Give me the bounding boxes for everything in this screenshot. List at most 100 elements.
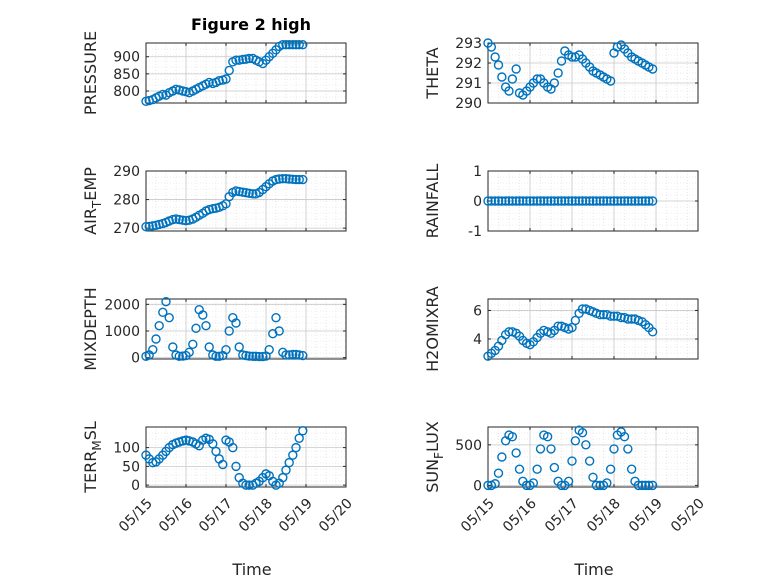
data-point xyxy=(623,314,633,324)
data-point xyxy=(264,344,274,355)
data-point xyxy=(188,339,198,350)
data-point xyxy=(497,196,507,206)
data-point xyxy=(644,196,654,206)
subplot-rainfall: -1 0 1 RAINFALL xyxy=(423,164,699,240)
figure-title: Figure 2 high xyxy=(191,15,311,34)
data-point xyxy=(248,351,258,362)
data-point xyxy=(528,196,539,206)
y-tick-label: 4 xyxy=(473,332,482,348)
x-tick-label: 05/18 xyxy=(236,496,276,536)
data-point xyxy=(284,40,294,50)
data-point xyxy=(570,196,581,206)
data-point xyxy=(591,480,602,491)
data-point xyxy=(532,196,542,206)
x-tick-label: 05/17 xyxy=(196,496,236,536)
data-point xyxy=(224,65,234,76)
data-point xyxy=(278,174,288,184)
x-axis-label-left: Time xyxy=(231,560,271,579)
subplot-sun: 0 500 SUNFLUX 05/15 05/16 05/17 05/18 05/19 05/2… xyxy=(423,421,708,535)
data-point xyxy=(588,196,598,206)
data-point xyxy=(647,327,658,337)
data-point xyxy=(244,188,254,198)
data-point xyxy=(228,442,238,453)
y-tick-label: 2000 xyxy=(104,297,140,313)
x-tick-label: 05/18 xyxy=(584,496,624,536)
data-point xyxy=(164,312,174,323)
data-point xyxy=(577,196,588,206)
data-point xyxy=(577,427,588,438)
data-point xyxy=(218,459,228,470)
data-point xyxy=(271,312,281,323)
data-point xyxy=(647,196,658,206)
data-point xyxy=(251,351,261,362)
data-point xyxy=(284,350,294,360)
y-axis-label: H2OMIXRA xyxy=(423,286,442,372)
data-point xyxy=(626,314,637,324)
y-axis-label: PRESSURE xyxy=(81,31,100,115)
data-point xyxy=(248,189,258,199)
y-axis-label: RAINFALL xyxy=(423,164,442,239)
y-axis-label-main: PRESSURE xyxy=(81,31,100,115)
y-tick-label: 100 xyxy=(113,441,140,457)
data-point xyxy=(151,334,161,344)
y-axis-label: AIRTEMP xyxy=(81,167,104,235)
data-point xyxy=(542,432,553,442)
data-point xyxy=(211,446,221,457)
data-point xyxy=(493,60,504,70)
data-point xyxy=(521,196,532,206)
data-point xyxy=(511,196,521,206)
data-point xyxy=(549,196,560,206)
data-point xyxy=(647,64,658,74)
data-point xyxy=(644,480,654,491)
data-point xyxy=(511,64,521,74)
data-point xyxy=(288,450,298,460)
y-axis-label-tail: LUX xyxy=(423,421,442,452)
y-axis-label: TERRMSL xyxy=(81,421,104,494)
data-point xyxy=(158,307,168,318)
data-point xyxy=(595,196,605,206)
data-point xyxy=(241,480,251,490)
data-point xyxy=(581,440,591,450)
y-tick-label: 50 xyxy=(122,459,140,475)
data-point xyxy=(570,315,581,326)
data-point xyxy=(214,76,224,86)
y-tick-label: 0 xyxy=(473,478,482,494)
data-point xyxy=(483,196,493,206)
y-tick-label: 290 xyxy=(455,96,482,112)
y-tick-label: 270 xyxy=(113,221,140,237)
data-point xyxy=(560,196,570,206)
data-point xyxy=(181,350,191,361)
data-point xyxy=(258,351,268,362)
data-point xyxy=(288,349,298,360)
data-point xyxy=(281,40,291,50)
data-point xyxy=(291,40,301,50)
y-axis-label-subscript: M xyxy=(90,440,104,450)
data-point xyxy=(612,196,623,206)
data-point xyxy=(151,457,161,467)
x-tick-label: 05/15 xyxy=(116,496,156,536)
data-point xyxy=(633,480,644,491)
data-point xyxy=(623,444,633,454)
data-point xyxy=(553,196,563,206)
data-point xyxy=(588,472,598,482)
data-point xyxy=(504,196,514,206)
data-point xyxy=(574,196,584,206)
data-point xyxy=(490,479,500,489)
data-point xyxy=(609,444,619,454)
data-point xyxy=(144,221,154,232)
data-point xyxy=(497,452,507,462)
data-point xyxy=(595,310,605,320)
y-tick-label: 6 xyxy=(473,303,482,319)
data-point xyxy=(298,174,308,185)
data-point xyxy=(274,326,284,336)
data-point xyxy=(198,310,208,320)
data-point xyxy=(221,344,231,355)
data-point xyxy=(214,351,224,362)
x-tick-label: 05/19 xyxy=(276,496,316,536)
data-point xyxy=(535,444,546,454)
data-point xyxy=(244,351,254,361)
subplot-terr: 0 50 100 TERRMSL 05/15 05/16 05/17 05/18 05/19 05… xyxy=(81,421,356,535)
data-point xyxy=(291,349,301,360)
